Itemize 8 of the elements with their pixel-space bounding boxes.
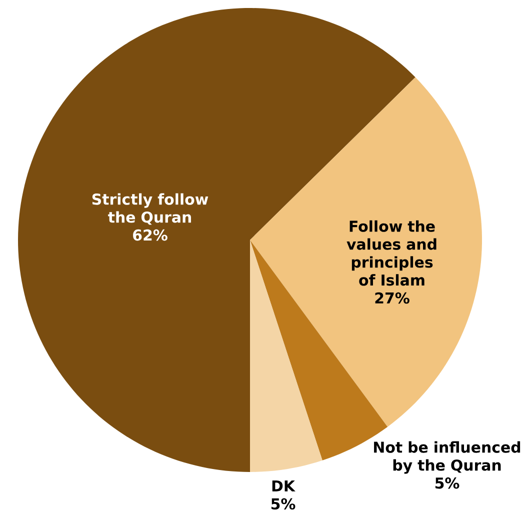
slice-label: DK — [272, 480, 296, 492]
slice-label: Follow the values and principles of Islam — [346, 220, 436, 286]
slice-label: Not be influenced by the Quran — [374, 441, 520, 474]
data-label: 27% — [375, 292, 410, 304]
data-label: 5% — [271, 498, 296, 510]
slice-label: Strictly follow the Quran — [92, 193, 208, 225]
data-label: 62% — [132, 229, 168, 241]
data-label: 5% — [435, 477, 460, 489]
